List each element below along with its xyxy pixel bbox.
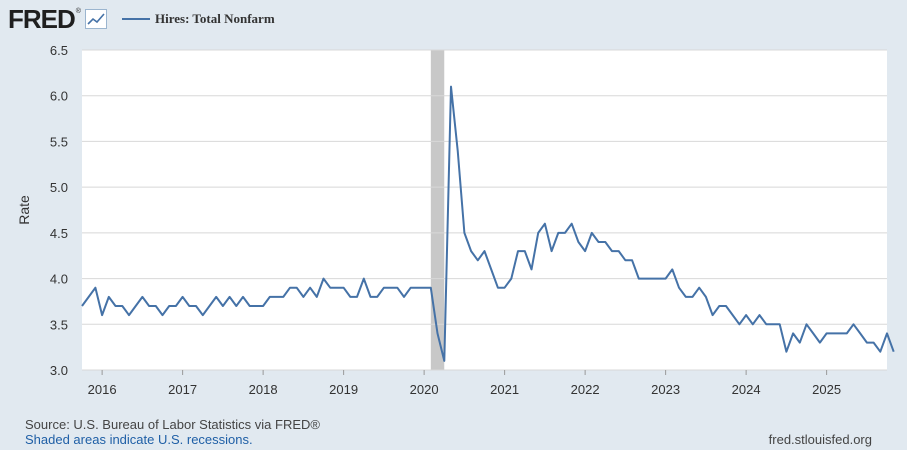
- y-tick-label: 5.0: [50, 180, 68, 195]
- fred-url-link[interactable]: fred.stlouisfed.org: [768, 432, 872, 447]
- x-tick-label: 2017: [168, 382, 197, 397]
- plot-area: [82, 50, 887, 370]
- recession-band: [430, 50, 445, 370]
- y-tick-label: 4.5: [50, 226, 68, 241]
- registered-mark: ®: [75, 7, 81, 15]
- chart-legend: Hires: Total Nonfarm: [122, 11, 275, 27]
- x-tick-label: 2023: [651, 382, 680, 397]
- y-axis-label: Rate: [16, 195, 32, 225]
- x-tick-label: 2018: [249, 382, 278, 397]
- y-tick-label: 3.0: [50, 363, 68, 378]
- y-tick-label: 4.0: [50, 272, 68, 287]
- x-tick-label: 2020: [410, 382, 439, 397]
- x-tick-label: 2022: [571, 382, 600, 397]
- graph-icon: [84, 9, 107, 29]
- x-tick-label: 2021: [490, 382, 519, 397]
- y-tick-label: 6.5: [50, 43, 68, 58]
- legend-swatch: [122, 18, 150, 20]
- fred-logo[interactable]: FRED ®: [8, 4, 107, 34]
- recession-note-link[interactable]: Shaded areas indicate U.S. recessions.: [25, 432, 253, 447]
- source-text: Source: U.S. Bureau of Labor Statistics …: [25, 417, 320, 432]
- y-tick-label: 3.5: [50, 317, 68, 332]
- y-tick-label: 6.0: [50, 89, 68, 104]
- series-line: [81, 85, 895, 362]
- x-tick-label: 2024: [732, 382, 761, 397]
- x-tick-label: 2025: [812, 382, 841, 397]
- legend-label: Hires: Total Nonfarm: [155, 11, 275, 26]
- x-tick-label: 2019: [329, 382, 358, 397]
- fred-logo-text: FRED: [8, 3, 76, 34]
- y-tick-label: 5.5: [50, 134, 68, 149]
- x-tick-label: 2016: [88, 382, 117, 397]
